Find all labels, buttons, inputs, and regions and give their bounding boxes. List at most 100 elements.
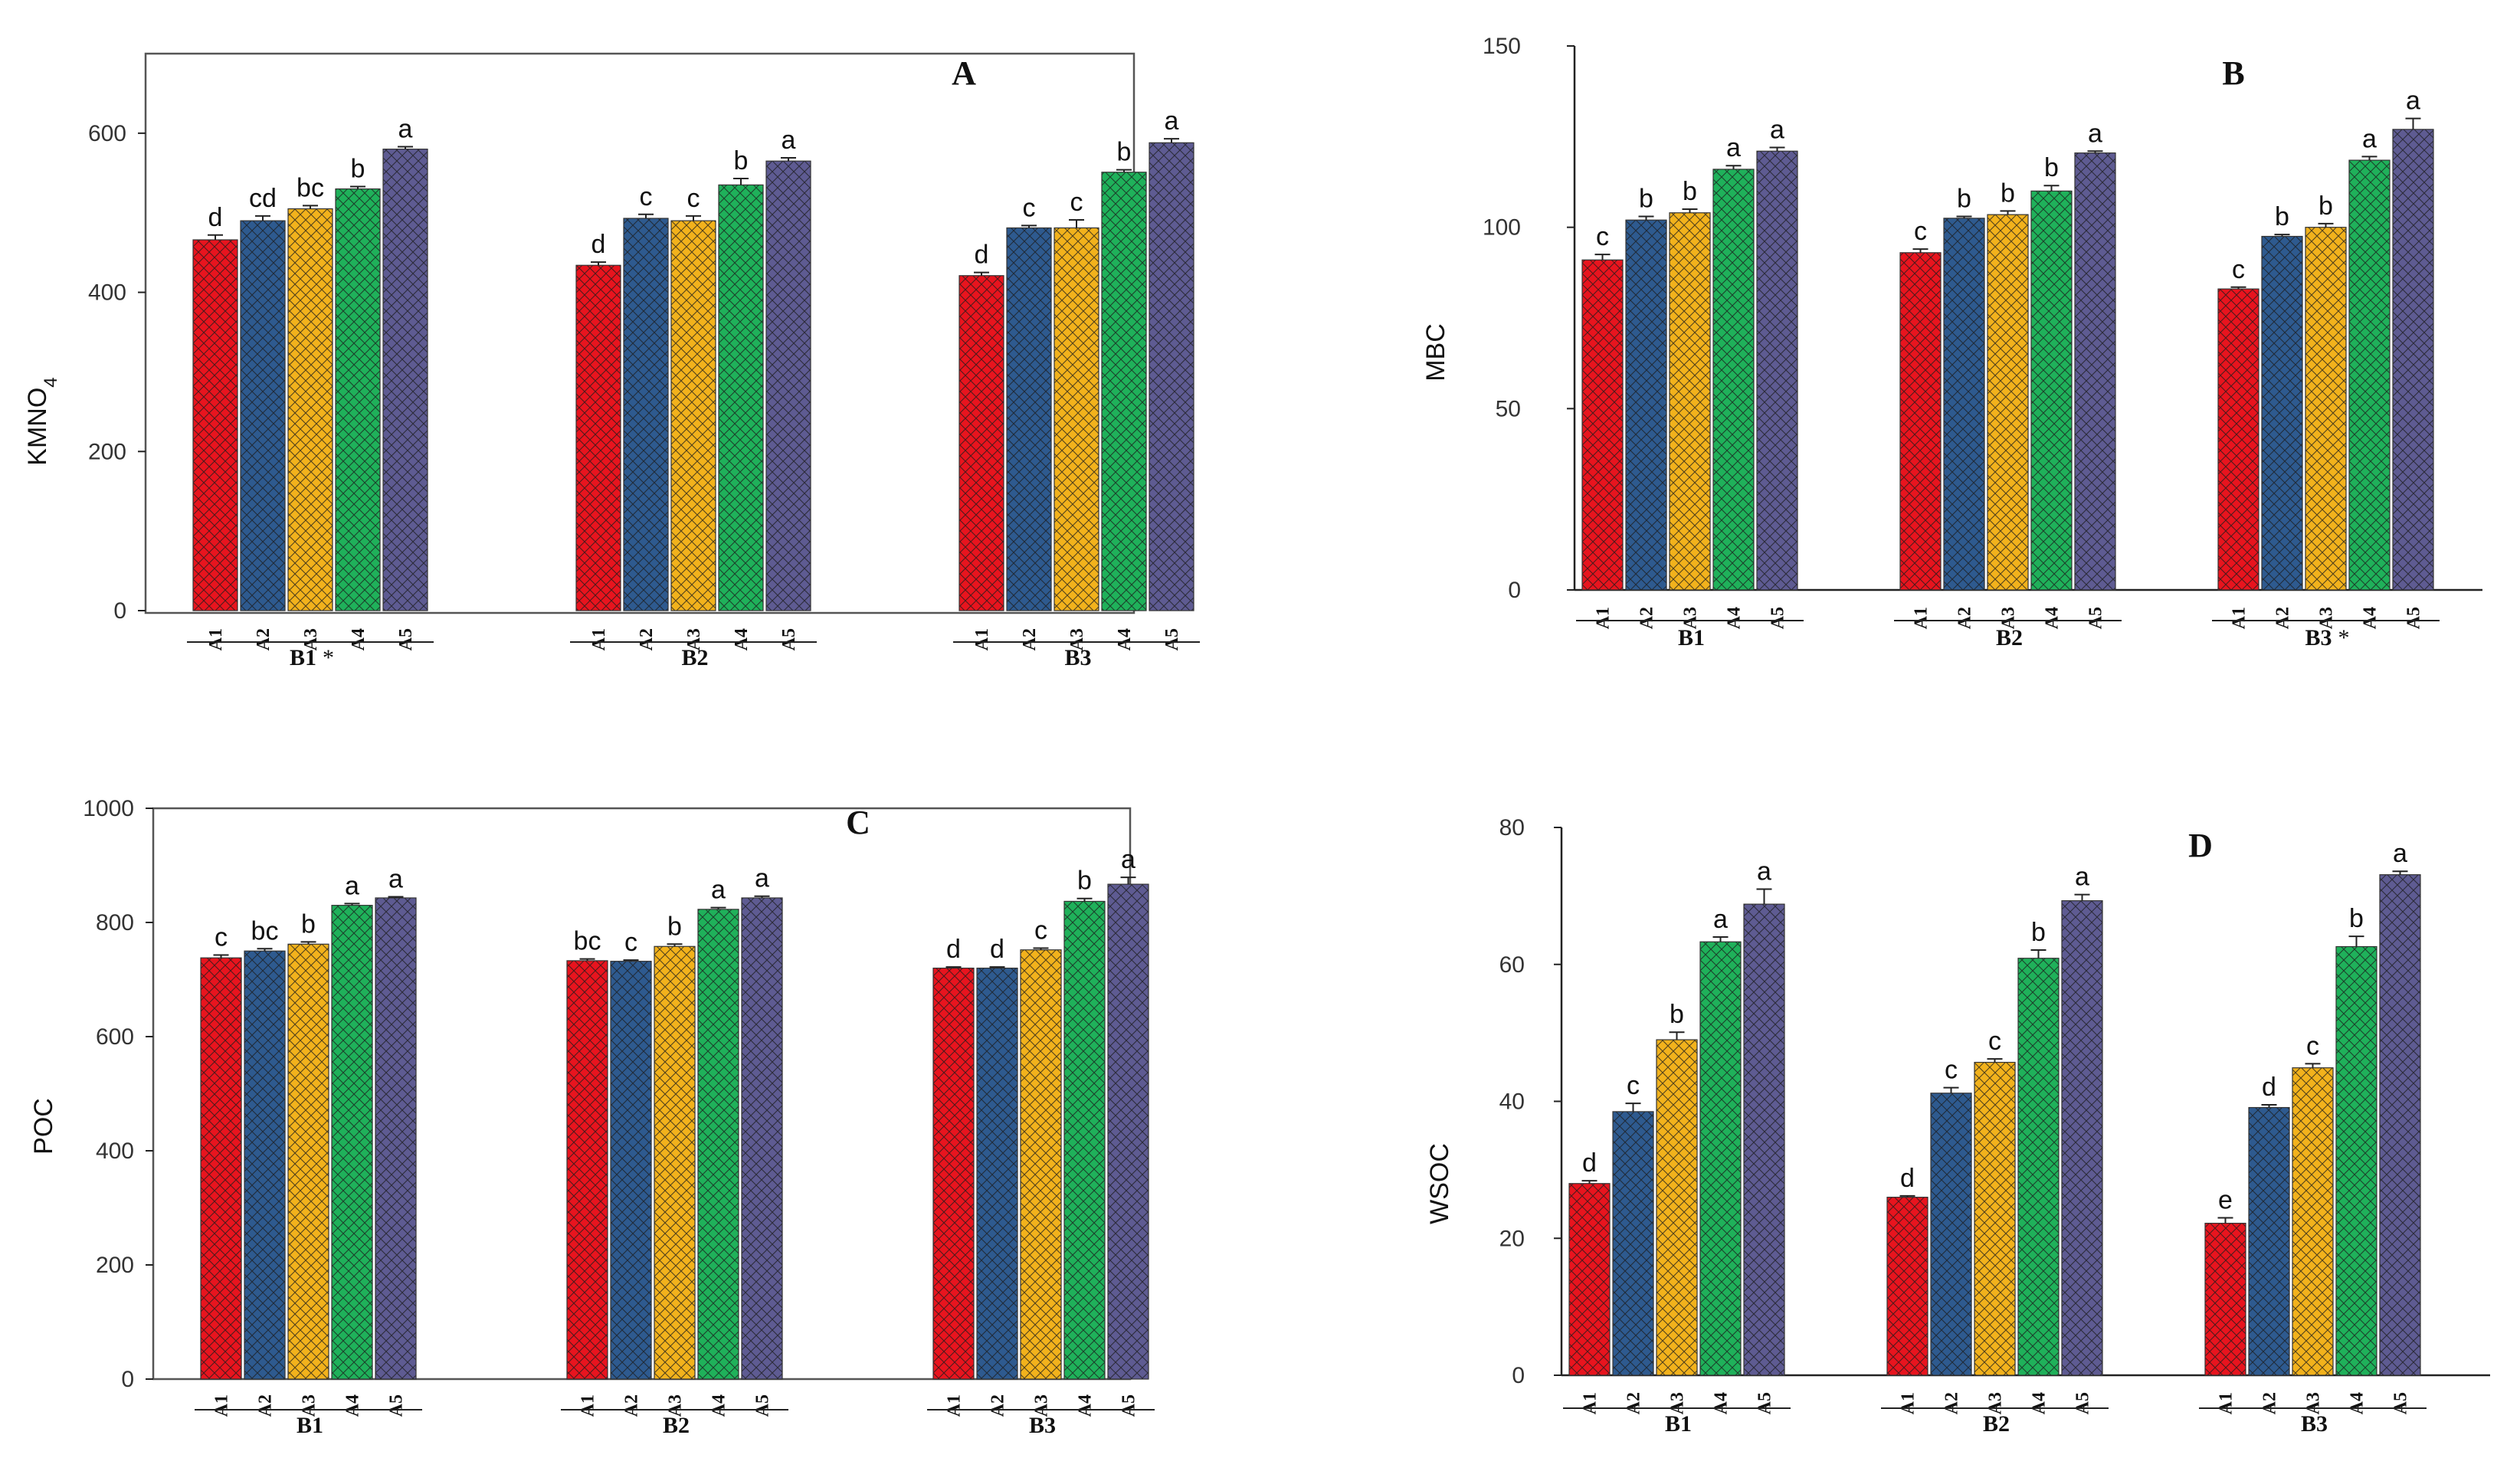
y-tick-label: 600 xyxy=(96,1024,134,1050)
x-tick-label: A4 xyxy=(349,628,369,650)
x-tick-label: A3 xyxy=(1032,1394,1052,1417)
x-tick-label: A1 xyxy=(1594,607,1614,629)
significance-letter: b xyxy=(2031,918,2046,947)
group-label: B1 xyxy=(1665,1411,1692,1437)
significance-letter: b xyxy=(2318,192,2333,221)
bar-b1-a4 xyxy=(1712,169,1755,591)
bar-b3-a5 xyxy=(2392,129,2434,591)
x-tick-label: A1 xyxy=(578,1394,598,1417)
x-tick-label: A2 xyxy=(1020,628,1040,650)
significance-letter: c xyxy=(2306,1031,2319,1060)
bar-b2-a5 xyxy=(2061,900,2103,1376)
significance-letter: c xyxy=(1627,1071,1640,1100)
x-tick-label: A1 xyxy=(972,628,992,650)
y-axis-label: POC xyxy=(29,1098,58,1155)
bar-b1-a2 xyxy=(240,220,286,611)
group-label: B3 * xyxy=(2305,625,2349,650)
y-tick-label: 40 xyxy=(1499,1089,1525,1115)
significance-letter: c xyxy=(1596,222,1609,251)
bar-b2-a1 xyxy=(575,264,621,611)
bar-b1-a5 xyxy=(382,149,428,611)
x-tick-label: A3 xyxy=(301,628,321,650)
significance-letter: bc xyxy=(297,173,324,202)
y-axis-label: MBC xyxy=(1421,323,1450,382)
bar-b1-a1 xyxy=(192,239,238,611)
bar-b3-a4 xyxy=(1101,172,1147,611)
significance-letter: b xyxy=(2001,179,2015,208)
x-tick-label: A2 xyxy=(1942,1392,1962,1414)
bar-b3-a5 xyxy=(2379,874,2421,1376)
bar-b1-a5 xyxy=(1756,150,1798,591)
significance-letter: d xyxy=(208,203,223,232)
significance-letter: a xyxy=(1770,116,1784,145)
x-tick-label: A5 xyxy=(2404,607,2424,629)
x-tick-label: A2 xyxy=(988,1394,1008,1417)
x-tick-label: A2 xyxy=(2273,607,2293,629)
bar-b1-a3 xyxy=(287,208,333,611)
bar-b3-a4 xyxy=(1063,900,1106,1380)
x-tick-label: A5 xyxy=(753,1394,773,1417)
y-tick-label: 150 xyxy=(1483,34,1521,59)
significance-letter: d xyxy=(946,935,961,964)
x-tick-label: A5 xyxy=(2391,1392,2411,1414)
significance-letter: a xyxy=(755,864,769,893)
group-label: B2 xyxy=(1983,1411,2010,1437)
x-tick-label: A2 xyxy=(622,1394,642,1417)
bar-b3-a1 xyxy=(932,967,975,1380)
y-tick-label: 200 xyxy=(88,439,126,464)
x-tick-label: A2 xyxy=(1624,1392,1644,1414)
significance-letter: a xyxy=(2075,863,2089,892)
chart-panel-c: 02004006008001000POCCcA1bcA2bA3aA4aA5B1b… xyxy=(29,796,1155,1438)
group-label: B1 xyxy=(297,1413,323,1438)
significance-letter: d xyxy=(2262,1073,2276,1102)
bar-b3-a3 xyxy=(1054,227,1099,611)
y-tick-label: 0 xyxy=(1512,1363,1525,1388)
significance-letter: a xyxy=(2088,119,2102,148)
y-tick-label: 60 xyxy=(1499,952,1525,978)
group-label: B2 xyxy=(663,1413,690,1438)
bar-b2-a4 xyxy=(2030,190,2073,591)
bar-b2-a3 xyxy=(1987,214,2029,591)
bar-b3-a2 xyxy=(2261,235,2303,591)
x-tick-label: A3 xyxy=(1681,607,1701,629)
bar-b2-a4 xyxy=(718,184,764,611)
y-tick-label: 0 xyxy=(121,1367,134,1392)
bar-b1-a1 xyxy=(1581,259,1624,591)
y-tick-label: 20 xyxy=(1499,1226,1525,1251)
x-tick-label: A1 xyxy=(206,628,226,650)
bar-b2-a2 xyxy=(623,218,669,611)
significance-letter: a xyxy=(388,864,403,893)
panel-letter: A xyxy=(952,54,976,92)
x-tick-label: A3 xyxy=(2304,1392,2324,1414)
significance-letter: b xyxy=(1117,138,1132,167)
x-tick-label: A5 xyxy=(1768,607,1788,629)
x-tick-label: A3 xyxy=(1067,628,1087,650)
y-tick-label: 0 xyxy=(1508,578,1521,603)
x-tick-label: A5 xyxy=(2073,1392,2093,1414)
group-label: B3 xyxy=(2301,1411,2328,1437)
x-tick-label: A1 xyxy=(212,1394,232,1417)
significance-letter: bc xyxy=(574,927,601,956)
x-tick-label: A5 xyxy=(1162,628,1182,650)
bar-b2-a3 xyxy=(654,945,696,1380)
bar-b1-a4 xyxy=(331,905,373,1380)
x-tick-label: A3 xyxy=(2317,607,2337,629)
group-label: B2 xyxy=(1996,625,2023,650)
x-tick-label: A3 xyxy=(1999,607,2019,629)
significance-letter: a xyxy=(2362,124,2377,153)
y-tick-label: 100 xyxy=(1483,215,1521,241)
bar-b1-a3 xyxy=(287,943,329,1380)
significance-letter: c xyxy=(1023,193,1036,222)
bar-b3-a1 xyxy=(2217,288,2259,591)
significance-letter: c xyxy=(1034,916,1047,945)
significance-letter: b xyxy=(1957,184,1971,213)
x-tick-label: A4 xyxy=(343,1394,363,1417)
significance-letter: c xyxy=(215,922,228,952)
significance-letter: d xyxy=(990,935,1004,964)
group-mark: * xyxy=(323,645,334,670)
y-axis-label: KMNO4 xyxy=(23,377,61,465)
bar-b2-a5 xyxy=(765,160,811,611)
bar-b2-a4 xyxy=(697,909,739,1380)
significance-letter: d xyxy=(975,241,989,270)
